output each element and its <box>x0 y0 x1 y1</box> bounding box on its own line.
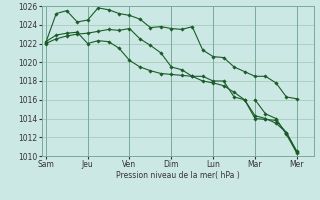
X-axis label: Pression niveau de la mer( hPa ): Pression niveau de la mer( hPa ) <box>116 171 239 180</box>
